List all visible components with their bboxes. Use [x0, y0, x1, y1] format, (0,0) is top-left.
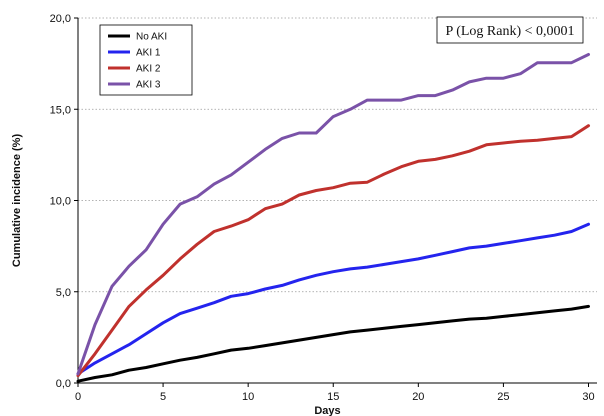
legend: No AKI AKI 1 AKI 2 AKI 3: [99, 24, 193, 96]
x-tick-label: 5: [160, 391, 166, 403]
x-tick-label: 30: [582, 391, 594, 403]
y-tick-label: 20,0: [50, 13, 71, 25]
p-value-text: P (Log Rank) < 0,0001: [445, 24, 574, 39]
y-tick-label: 0,0: [56, 378, 71, 390]
series-line-aki-2: [76, 124, 590, 378]
y-tick-label: 5,0: [56, 287, 71, 299]
x-tick-label: 15: [327, 391, 339, 403]
x-axis-title: Days: [314, 405, 340, 416]
series-line-aki-3: [76, 53, 590, 376]
legend-label: No AKI: [136, 32, 167, 43]
grid-layer: [78, 17, 597, 293]
series-line-aki-1: [76, 222, 590, 376]
tick-marks: 0,0 5,0 10,0 15,0 20,0 0 5 10 15 20 25 30: [50, 13, 595, 403]
series-lines: [76, 53, 590, 383]
series-line-no-aki: [76, 304, 590, 383]
x-tick-label: 25: [497, 391, 509, 403]
y-tick-label: 10,0: [50, 196, 71, 208]
y-axis-title: Cumulative incidence (%): [11, 134, 23, 268]
legend-label: AKI 2: [136, 64, 161, 75]
p-value-box: [436, 16, 584, 44]
legend-label: AKI 1: [136, 48, 161, 59]
y-tick-label: 15,0: [50, 104, 71, 116]
x-tick-label: 20: [412, 391, 424, 403]
legend-label: AKI 3: [136, 80, 161, 91]
x-tick-label: 10: [242, 391, 254, 403]
p-value-annotation: P (Log Rank) < 0,0001: [436, 16, 584, 44]
x-tick-label: 0: [75, 391, 81, 403]
